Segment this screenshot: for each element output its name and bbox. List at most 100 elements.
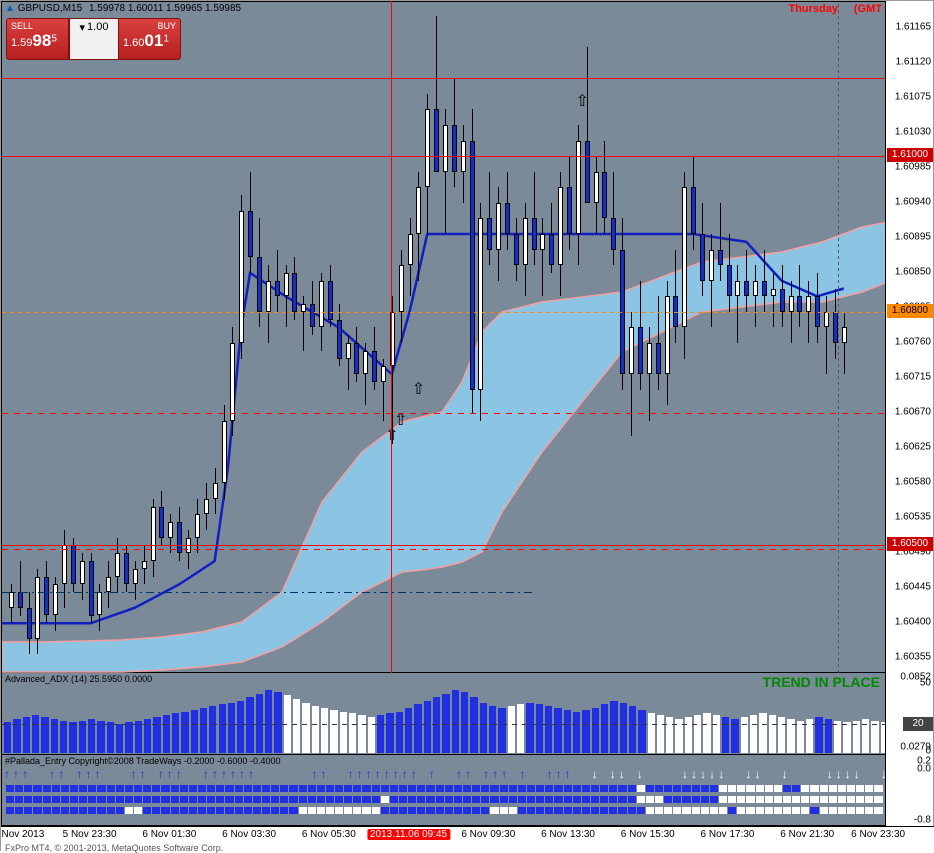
adx-bar [741, 717, 748, 753]
adx-bar [722, 717, 729, 753]
sell-label: SELL [11, 21, 64, 31]
arrow-up-icon: ↑ [248, 767, 254, 781]
sell-button[interactable]: SELL 1.59985 [7, 19, 69, 59]
arrow-up-icon: ↑ [230, 767, 236, 781]
arrow-up-icon: ↑ [94, 767, 100, 781]
lot-input[interactable]: ▾1.00 [69, 19, 119, 59]
time-axis: FxPro MT4, © 2001-2013, MetaQuotes Softw… [1, 826, 934, 852]
adx-bar [368, 717, 375, 753]
adx-bar [461, 692, 468, 753]
y-tick: 1.60445 [895, 582, 931, 593]
y-tick: 1.61075 [895, 91, 931, 102]
chart-container: ▲ GBPUSD,M15 1.59978 1.60011 1.59965 1.5… [0, 0, 934, 851]
adx-bar [41, 717, 48, 753]
main-chart[interactable]: ▲ GBPUSD,M15 1.59978 1.60011 1.59965 1.5… [1, 1, 887, 673]
arrow-down-icon: ↓ [745, 767, 751, 781]
adx-bar [321, 708, 328, 753]
arrow-up-icon: ↑ [167, 767, 173, 781]
arrow-up-icon: ↑ [158, 767, 164, 781]
adx-bar [834, 721, 841, 753]
adx-bar [163, 715, 170, 753]
horizontal-line [2, 549, 888, 550]
arrow-down-icon: ↓ [836, 767, 842, 781]
y-tick: 1.60670 [895, 407, 931, 418]
y-tick: 1.60940 [895, 196, 931, 207]
arrow-up-icon: ↑ [22, 767, 28, 781]
adx-bar [60, 721, 67, 753]
y-tick: 1.60850 [895, 266, 931, 277]
arrow-down-icon: ↓ [610, 767, 616, 781]
adx-bar [265, 690, 272, 753]
adx-bar [191, 710, 198, 753]
adx-bar [246, 697, 253, 753]
arrow-up-icon: ↑ [58, 767, 64, 781]
adx-bar [508, 706, 515, 753]
adx-indicator[interactable]: Advanced_ADX (14) 25.5950 0.0000 TREND I… [1, 673, 887, 755]
up-arrow-icon: ⇧ [394, 410, 407, 430]
adx-bar [843, 722, 850, 753]
adx-bar [554, 708, 561, 753]
x-tick: 6 Nov 21:30 [780, 829, 834, 840]
arrow-up-icon: ↑ [519, 767, 525, 781]
pallada-indicator[interactable]: #Pallada_Entry Copyright©2008 TradeWays … [1, 755, 887, 826]
pallada-axis: 0.20.0-0.8 [885, 755, 933, 826]
y-tick: 1.60625 [895, 442, 931, 453]
adx-bar [582, 710, 589, 753]
y-tick: 1.61120 [896, 56, 931, 67]
day-label: Thursday [788, 3, 838, 15]
adx-bar [703, 713, 710, 753]
x-tick: 6 Nov 15:30 [621, 829, 675, 840]
adx-bar [116, 724, 123, 753]
adx-bar [181, 712, 188, 753]
arrow-down-icon: ↓ [691, 767, 697, 781]
horizontal-line [2, 78, 888, 79]
adx-bar [694, 715, 701, 753]
adx-bar [480, 703, 487, 753]
dot-row [6, 807, 884, 815]
adx-bar [293, 699, 300, 753]
adx-bar [23, 717, 30, 753]
adx-bar [610, 701, 617, 753]
arrow-up-icon: ↑ [320, 767, 326, 781]
x-tick: 2013.11.06 09:45 [367, 829, 450, 840]
adx-bar [414, 704, 421, 753]
adx-bar [769, 715, 776, 753]
adx-bar [545, 706, 552, 753]
adx-bar [237, 701, 244, 753]
adx-bar [498, 708, 505, 753]
lot-value: 1.00 [87, 21, 108, 33]
arrow-up-icon: ↑ [348, 767, 354, 781]
adx-bar [107, 722, 114, 753]
arrow-up-icon: ↑ [140, 767, 146, 781]
adx-bar [759, 713, 766, 753]
arrow-down-icon: ↓ [845, 767, 851, 781]
footer-text: FxPro MT4, © 2001-2013, MetaQuotes Softw… [5, 843, 223, 853]
adx-bar [135, 721, 142, 753]
arrow-up-icon: ↑ [76, 767, 82, 781]
entry-arrows: ↑↑↑↑↑↑↑↑↑↑↑↑↑↑↑↑↑↑↑↑↑↑↑↑↑↑↑↑↑↑↑↑↑↑↑↑↑↑↑↓… [2, 767, 886, 781]
arrow-down-icon: ↓ [718, 767, 724, 781]
arrow-up-icon: ↑ [456, 767, 462, 781]
arrow-up-icon: ↑ [402, 767, 408, 781]
adx-bar [470, 697, 477, 753]
adx-bar [620, 703, 627, 753]
adx-bar [536, 704, 543, 753]
arrow-up-icon: ↑ [176, 767, 182, 781]
adx-axis: 0.085250200.0279020 [885, 673, 933, 755]
price-tag: 1.60800 [887, 304, 933, 318]
sell-price: 1.59985 [11, 31, 64, 51]
adx-label: Advanced_ADX (14) 25.5950 0.0000 [5, 674, 152, 684]
arrow-up-icon: ↑ [555, 767, 561, 781]
arrow-down-icon: ↓ [709, 767, 715, 781]
arrow-up-icon: ↑ [13, 767, 19, 781]
price-tag: 1.61000 [887, 148, 933, 162]
tz-label: (GMT [854, 3, 882, 15]
adx-bar [358, 715, 365, 753]
adx-bar [312, 706, 319, 753]
adx-bar [685, 717, 692, 753]
adx-bar [517, 704, 524, 753]
adx-bar [69, 722, 76, 753]
ohlc-label: 1.59978 1.60011 1.59965 1.59985 [89, 3, 241, 14]
buy-button[interactable]: BUY 1.60011 [119, 19, 180, 59]
arrow-up-icon: ↑ [366, 767, 372, 781]
